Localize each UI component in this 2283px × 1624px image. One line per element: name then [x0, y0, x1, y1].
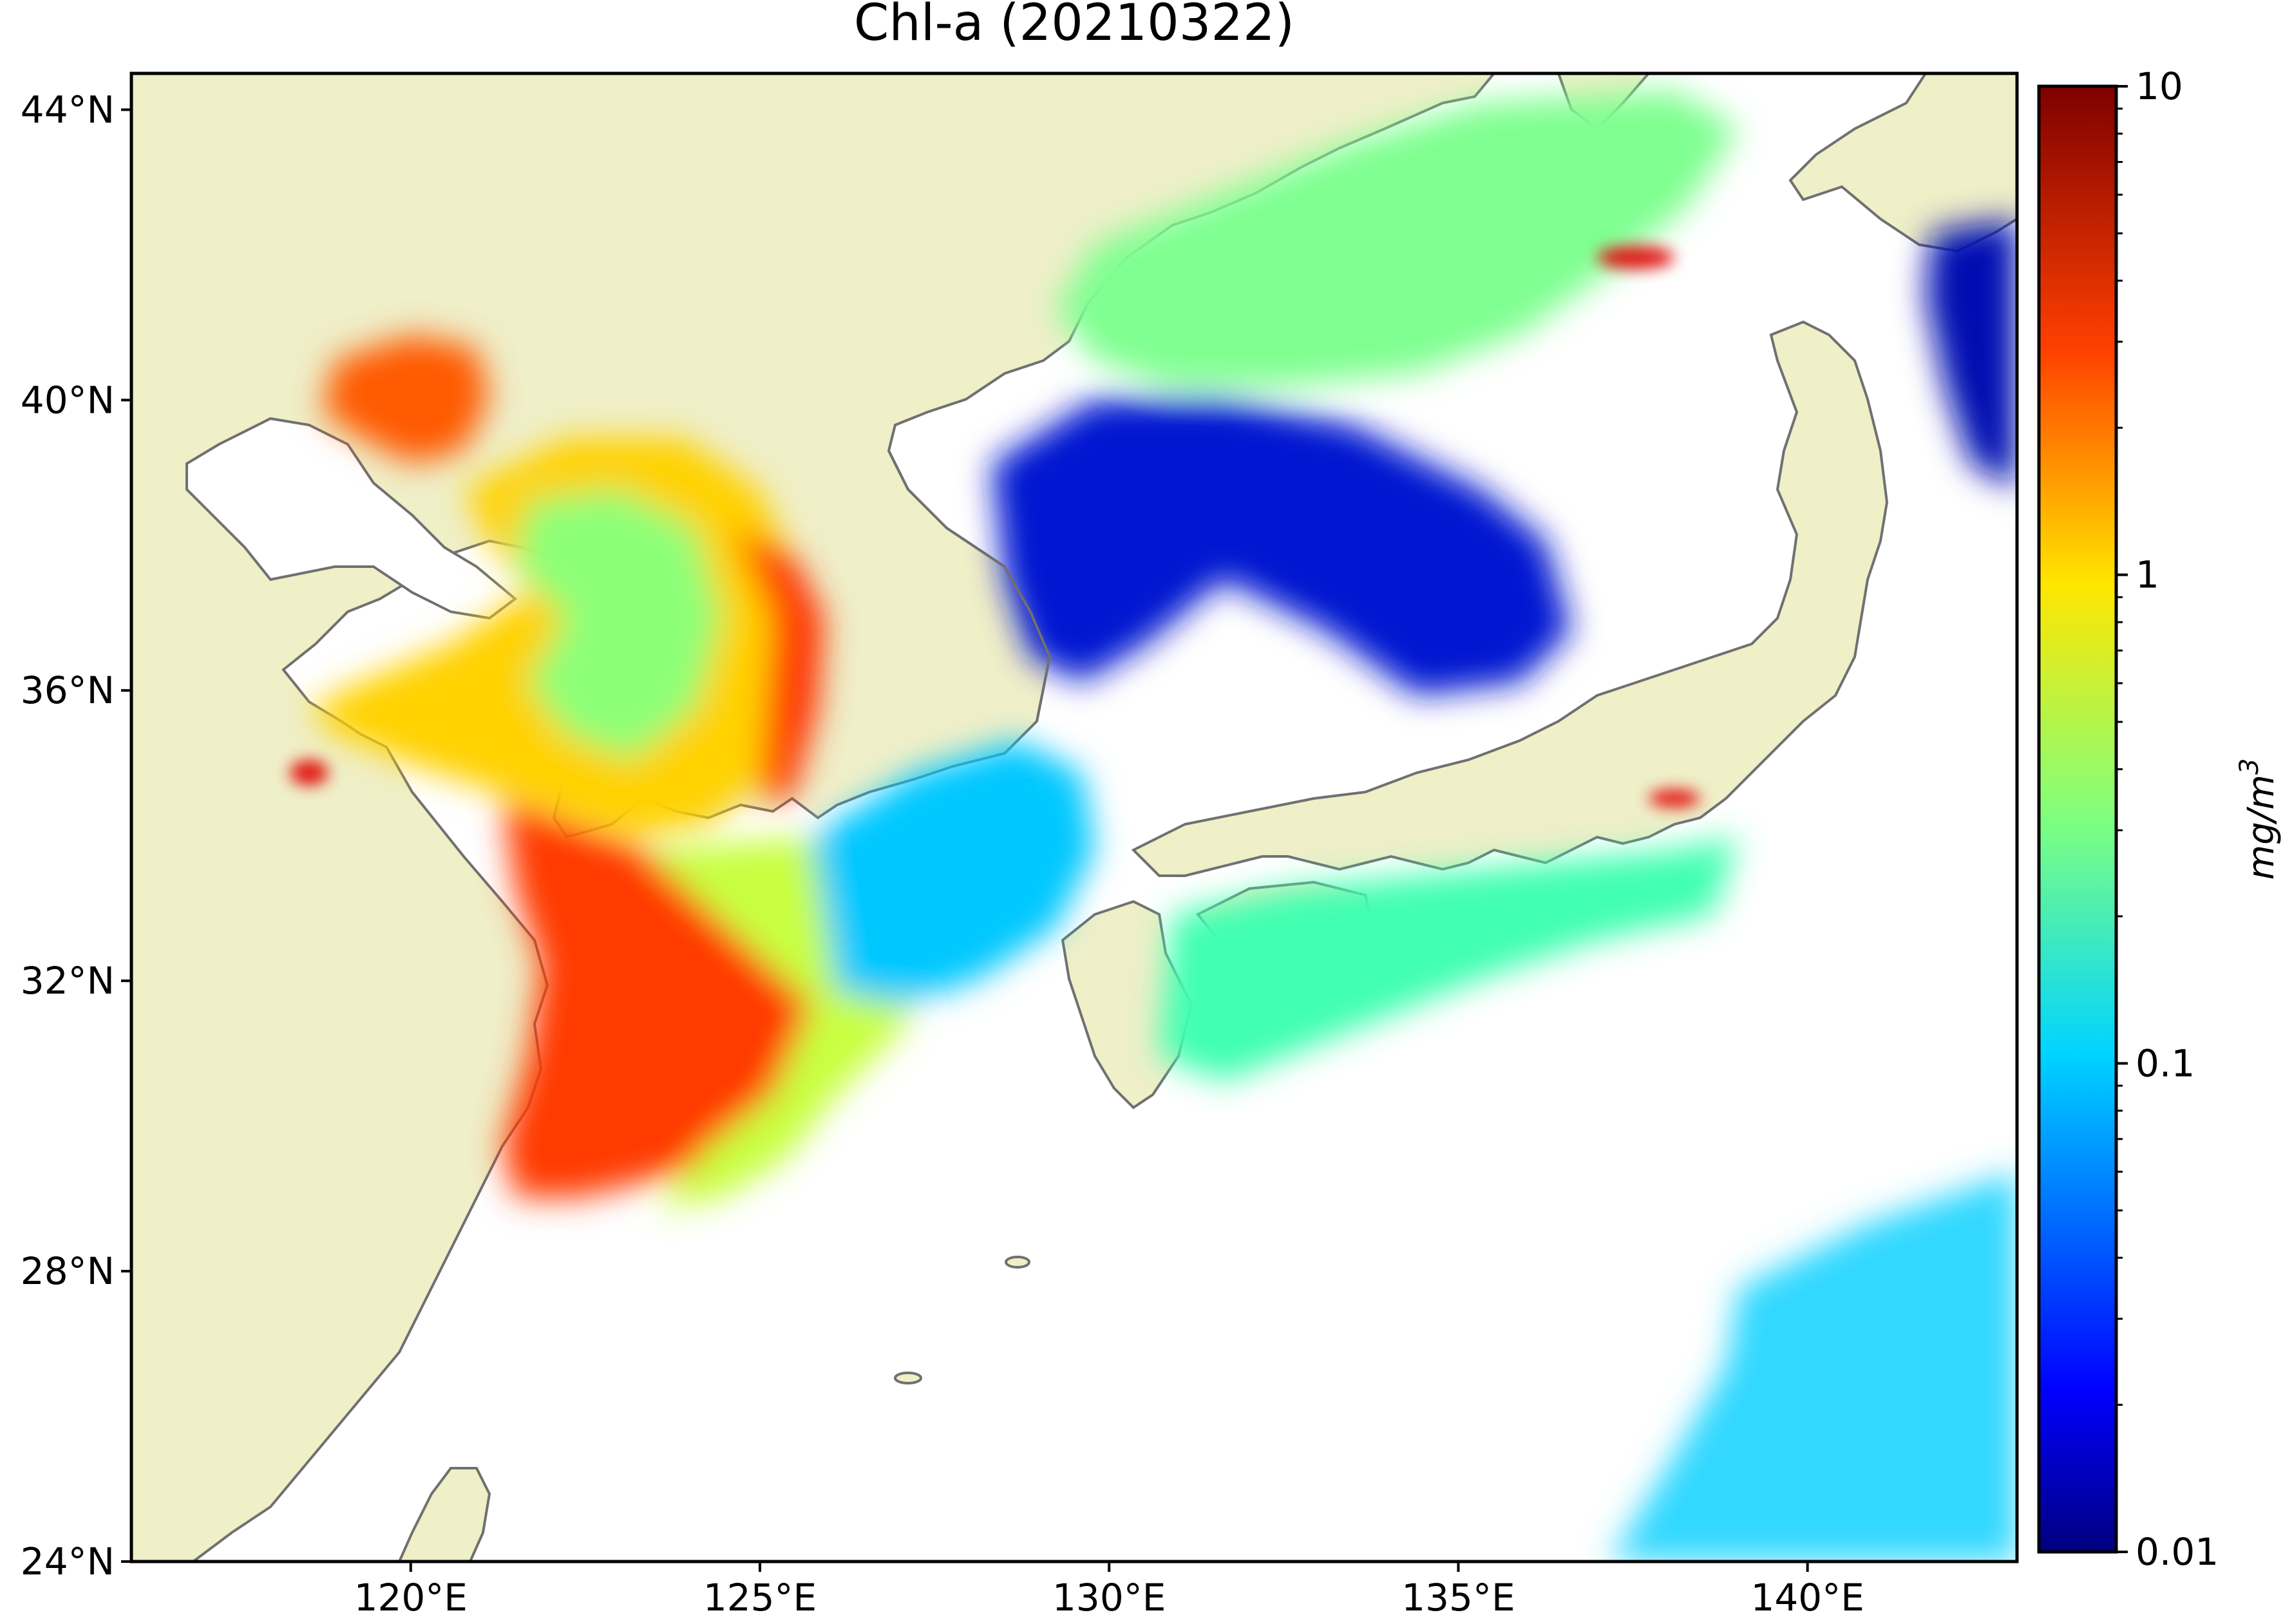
longitude-ticks: 120°E 125°E 130°E 135°E 140°E — [354, 1562, 1864, 1619]
chl-korea-west — [734, 528, 824, 798]
colorbar-tick-label: 0.01 — [2136, 1530, 2219, 1574]
land-okinawa — [894, 1372, 922, 1384]
colorbar: 10 1 0.1 0.01 mg/m3 — [2037, 64, 2282, 1574]
chl-korea-strait — [811, 741, 1095, 1005]
colorbar-tick-label: 1 — [2136, 553, 2159, 597]
latitude-tick-label: 36°N — [21, 668, 115, 712]
chl-ecs-coastal — [502, 798, 824, 1198]
colorbar-tick-label: 10 — [2136, 64, 2183, 108]
chl-red-hotspot — [290, 760, 328, 786]
chl-east-hokkaido — [1926, 219, 2017, 489]
colorbar-ticks: 10 1 0.1 0.01 — [2116, 64, 2219, 1574]
chl-yellow-sea-core — [515, 489, 721, 760]
chlorophyll-field — [290, 90, 2017, 1562]
land-taiwan — [397, 1467, 491, 1562]
chl-bohai — [322, 335, 489, 464]
chl-red-hotspot — [1649, 789, 1700, 807]
chl-red-hotspot — [1597, 246, 1674, 269]
chl-pacific-southeast — [1610, 1172, 2017, 1562]
latitude-tick-label: 44°N — [21, 88, 115, 131]
longitude-tick-label: 120°E — [354, 1576, 468, 1619]
map-frame — [129, 71, 2019, 1563]
land-amami — [1005, 1256, 1030, 1269]
chl-japan-sea-north — [1056, 90, 1739, 386]
map-area — [131, 73, 2017, 1562]
longitude-tick-label: 130°E — [1052, 1576, 1166, 1619]
colorbar-tick-label: 0.1 — [2136, 1041, 2195, 1085]
colorbar-label: mg/m3 — [2235, 759, 2282, 880]
chl-japan-sea-blue — [992, 399, 1571, 695]
longitude-tick-label: 125°E — [703, 1576, 817, 1619]
land-honshu — [1131, 320, 1889, 877]
latitude-ticks: 24°N 28°N 32°N 36°N 40°N 44°N — [21, 88, 131, 1583]
colorbar-gradient — [2037, 84, 2118, 1554]
longitude-tick-label: 135°E — [1401, 1576, 1515, 1619]
latitude-tick-label: 40°N — [21, 378, 115, 422]
chl-pacific-shelf — [1159, 837, 1739, 1082]
latitude-tick-label: 28°N — [21, 1249, 115, 1293]
land-hokkaido — [1788, 73, 2017, 253]
map-title: Chl-a (20210322) — [854, 0, 1294, 52]
coastline-layer — [887, 450, 1052, 722]
latitude-tick-label: 32°N — [21, 959, 115, 1003]
colorbar-label-superscript: 3 — [2235, 759, 2264, 775]
longitude-tick-label: 140°E — [1750, 1576, 1864, 1619]
latitude-tick-label: 24°N — [21, 1540, 115, 1583]
